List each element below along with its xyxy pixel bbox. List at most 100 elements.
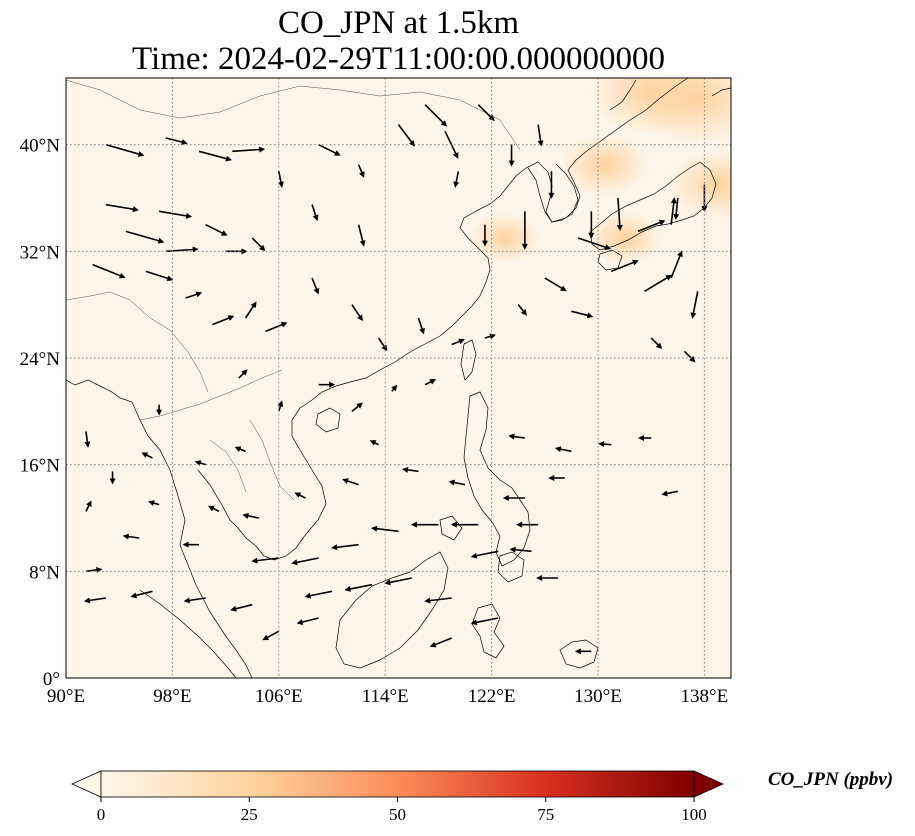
wind-arrow: [145, 270, 174, 282]
wind-arrow: [517, 304, 527, 316]
map-gridlines: [65, 78, 731, 679]
wind-arrow: [650, 337, 663, 349]
wind-arrow: [148, 500, 160, 506]
colorbar-tick-label: 50: [389, 805, 406, 824]
wind-arrow: [141, 452, 153, 459]
lon-tick-label: 106°E: [255, 686, 303, 707]
wind-arrow: [508, 144, 515, 167]
coastlines: [66, 78, 731, 678]
wind-arrow: [156, 404, 163, 416]
wind-arrow: [537, 124, 544, 147]
wind-arrow: [85, 566, 103, 573]
wind-arrow: [470, 550, 499, 559]
wind-arrow: [637, 219, 666, 233]
wind-arrow: [351, 304, 363, 322]
wind-arrow: [429, 637, 452, 648]
wind-arrow: [616, 197, 623, 231]
wind-arrow: [574, 648, 592, 655]
wind-arrow: [673, 197, 680, 220]
wind-arrow: [342, 478, 359, 486]
wind-arrow: [508, 433, 525, 440]
concentration-hotspot: [469, 213, 541, 263]
wind-arrow: [198, 150, 232, 162]
wind-arrow: [391, 384, 398, 392]
wind-arrow: [577, 237, 612, 250]
wind-arrow: [244, 301, 257, 319]
lon-tick-label: 90°E: [47, 686, 85, 707]
wind-arrow: [377, 337, 388, 352]
wind-arrow: [291, 557, 319, 566]
wind-arrow: [548, 475, 565, 481]
wind-arrow: [158, 210, 193, 219]
wind-arrow: [232, 146, 266, 153]
wind-arrow: [262, 630, 280, 641]
lat-tick-label: 40°N: [20, 136, 61, 157]
colorbar-tick-label: 100: [681, 805, 707, 824]
wind-arrow: [670, 197, 677, 225]
colorbar-gradient: [100, 770, 695, 798]
wind-arrow: [182, 541, 199, 548]
wind-arrow: [410, 521, 439, 528]
wind-arrow: [194, 460, 206, 466]
wind-arrow: [105, 143, 145, 157]
wind-arrow: [318, 143, 341, 156]
wind-arrow: [351, 402, 363, 412]
wind-arrow: [344, 583, 373, 592]
wind-arrow: [453, 171, 460, 188]
wind-arrow: [448, 479, 466, 486]
wind-arrow: [357, 164, 365, 178]
map-title: CO_JPN at 1.5km: [277, 5, 520, 41]
longitude-tick-labels: 90°E 98°E 106°E 114°E 122°E 130°E 138°E: [47, 686, 728, 707]
wind-arrow: [554, 446, 572, 453]
wind-arrow: [311, 204, 319, 222]
concentration-hotspot: [668, 150, 731, 219]
wind-arrow: [509, 546, 532, 553]
wind-arrow: [484, 333, 496, 340]
wind-arrow: [424, 379, 437, 386]
wind-arrow: [212, 315, 235, 326]
lat-tick-label: 16°N: [20, 456, 61, 477]
wind-arrow: [424, 597, 452, 604]
wind-arrow: [125, 230, 165, 244]
wind-arrow: [357, 224, 366, 247]
wind-arrow: [536, 575, 559, 581]
wind-arrow: [417, 317, 425, 335]
wind-arrow: [516, 521, 539, 528]
wind-arrow: [371, 525, 399, 533]
wind-arrow: [571, 310, 594, 319]
colorbar-label: CO_JPN (ppbv): [768, 769, 894, 790]
lon-tick-label: 138°E: [681, 686, 729, 707]
wind-arrow: [165, 137, 188, 145]
wind-arrow: [251, 557, 279, 564]
wind-arrow: [397, 124, 415, 147]
wind-arrow: [661, 490, 678, 497]
wind-arrow: [183, 597, 206, 604]
wind-arrow: [369, 440, 379, 446]
map-subtitle-time: Time: 2024-02-29T11:00:00.000000000: [132, 41, 665, 77]
wind-arrow: [451, 338, 465, 346]
wind-arrow: [502, 495, 525, 501]
wind-arrow: [548, 171, 555, 199]
wind-arrow: [207, 505, 220, 513]
wind-arrow: [611, 259, 639, 273]
colorbar-tick-label: 25: [240, 805, 258, 824]
concentration-hotspot: [560, 133, 650, 196]
wind-vectors: [83, 104, 708, 655]
wind-arrow: [84, 431, 91, 448]
map-frame: [65, 77, 732, 679]
colorbar-extend-max: [693, 770, 724, 798]
wind-arrow: [701, 184, 708, 213]
wind-arrow: [481, 224, 488, 247]
wind-arrow: [277, 171, 284, 188]
wind-arrow: [109, 471, 116, 485]
wind-arrow: [644, 274, 673, 293]
wind-arrow: [450, 521, 479, 528]
wind-arrow: [294, 492, 306, 499]
country-borders: [66, 79, 521, 501]
wind-arrow: [205, 223, 228, 236]
wind-arrow: [122, 533, 140, 540]
lon-tick-label: 122°E: [468, 686, 516, 707]
wind-arrow: [251, 237, 266, 252]
wind-arrow: [234, 446, 246, 453]
latitude-tick-labels: 0° 8°N 16°N 24°N 32°N 40°N: [20, 136, 61, 690]
